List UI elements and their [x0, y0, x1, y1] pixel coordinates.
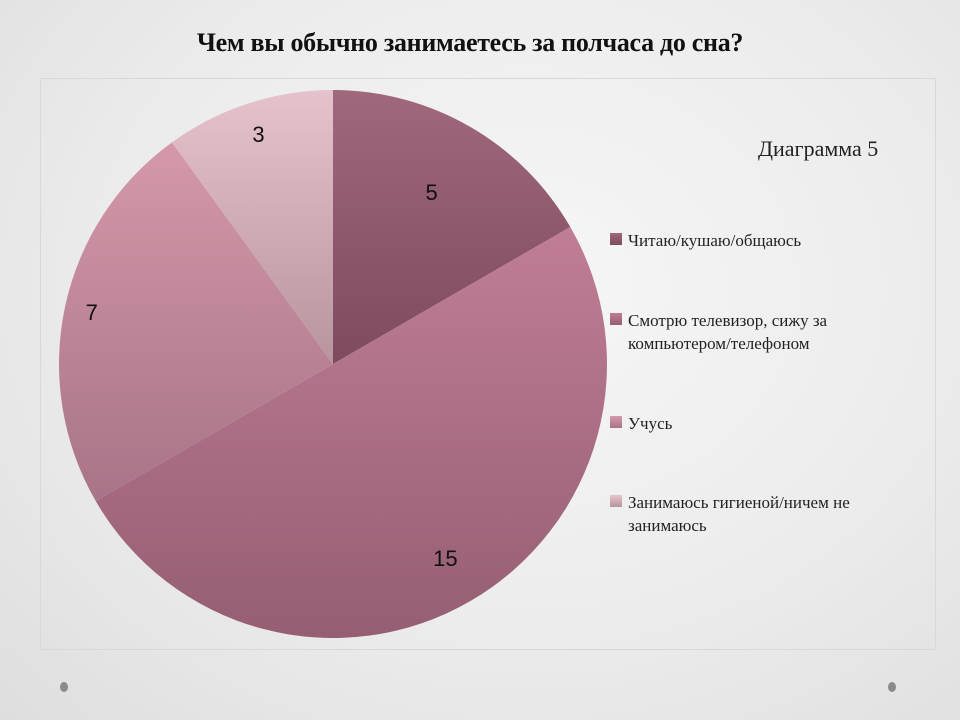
- legend-label: Занимаюсь гигиеной/ничем не занимаюсь: [628, 493, 850, 535]
- slice-reading: [333, 90, 571, 364]
- data-label-reading: 5: [425, 180, 438, 206]
- legend-swatch: [610, 416, 622, 428]
- legend-label: Учусь: [628, 414, 673, 433]
- legend-item-studying: Учусь: [610, 412, 908, 435]
- data-label-studying: 7: [85, 299, 98, 325]
- slice-hygiene: [171, 90, 333, 364]
- data-label-tv-computer: 15: [433, 545, 458, 571]
- decorative-dot-left: [60, 682, 68, 692]
- legend-label: Смотрю телевизор, сижу за компьютером/те…: [628, 311, 828, 353]
- decorative-dot-right: [888, 682, 896, 692]
- legend-label: Читаю/кушаю/общаюсь: [628, 231, 802, 250]
- legend-item-hygiene: Занимаюсь гигиеной/ничем не занимаюсь: [610, 491, 908, 537]
- slide-title: Чем вы обычно занимаетесь за полчаса до …: [196, 28, 744, 57]
- legend-swatch: [610, 495, 622, 507]
- slice-studying: [58, 142, 333, 501]
- data-label-hygiene: 3: [252, 121, 265, 147]
- chart-subtitle: Диаграмма 5: [758, 136, 879, 161]
- slice-tv-computer: [95, 227, 607, 638]
- legend-item-reading: Читаю/кушаю/общаюсь: [610, 229, 908, 252]
- legend-swatch: [610, 313, 622, 325]
- legend-item-tv-computer: Смотрю телевизор, сижу за компьютером/те…: [610, 309, 908, 355]
- chart-area: [40, 78, 936, 650]
- legend-swatch: [610, 233, 622, 245]
